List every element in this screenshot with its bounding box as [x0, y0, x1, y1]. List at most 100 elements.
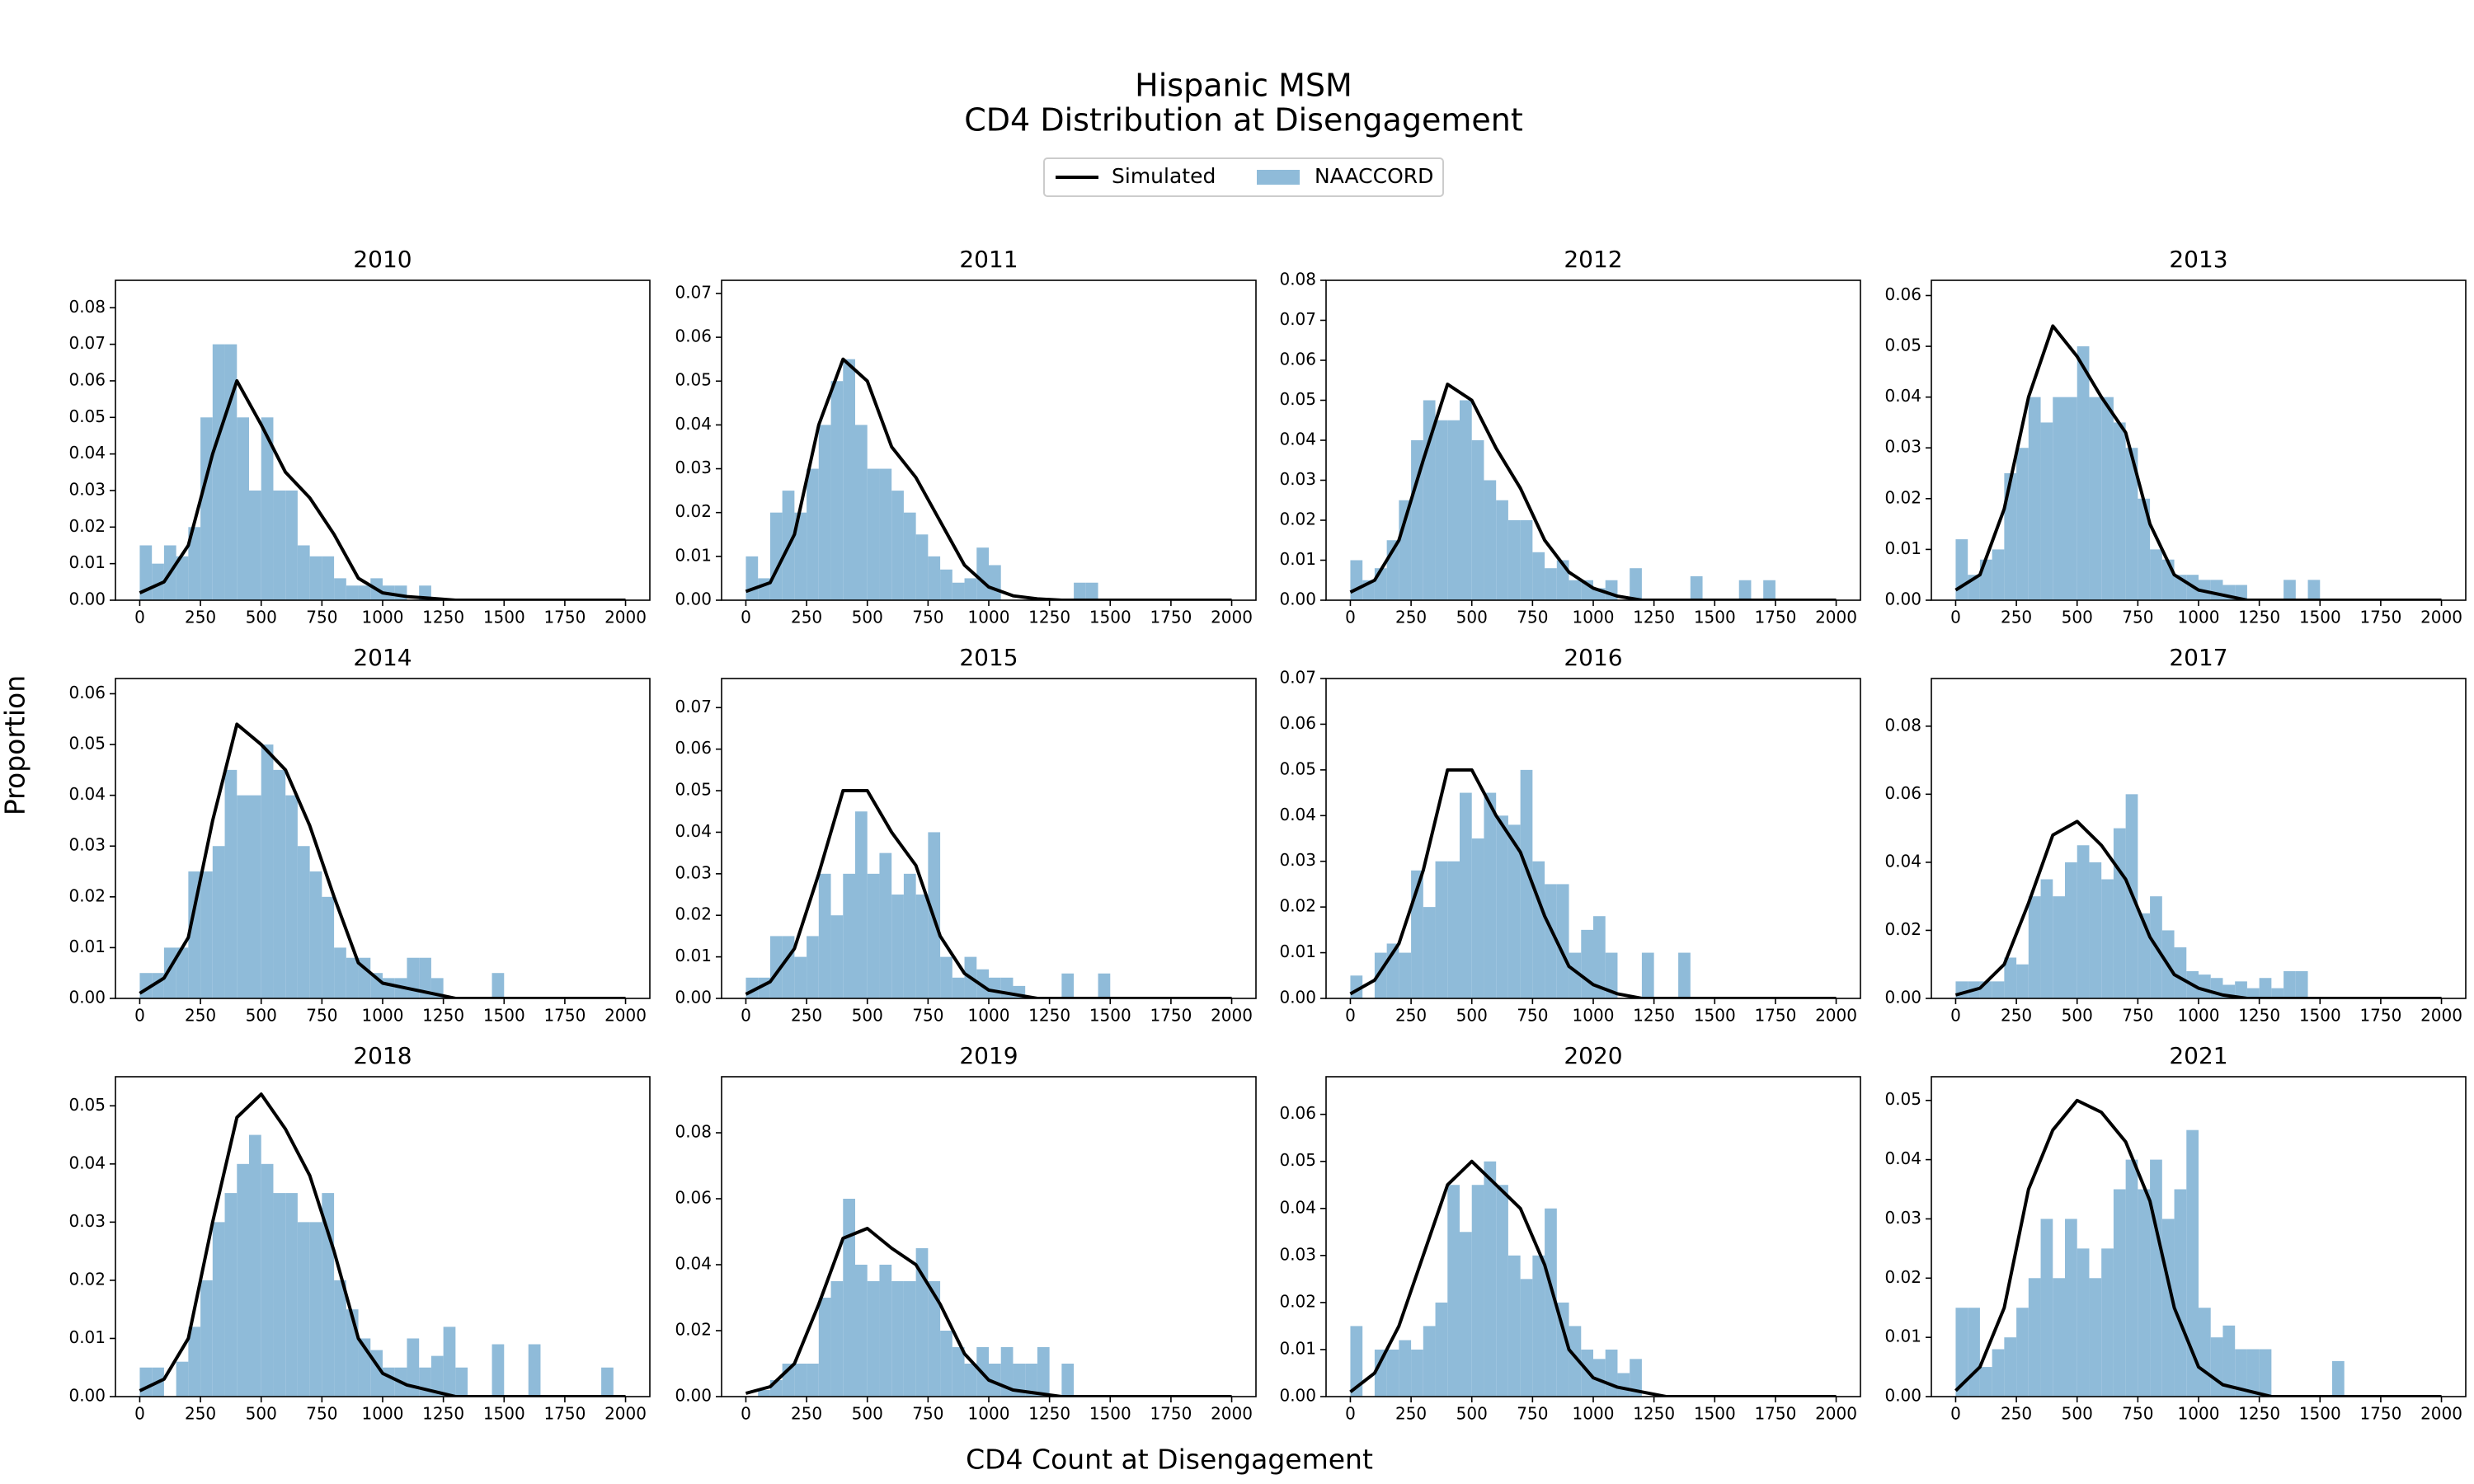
histogram-bar: [2065, 1219, 2077, 1397]
x-tick-label: 2000: [604, 1006, 647, 1026]
histogram-bar: [2053, 1278, 2065, 1397]
y-tick-label: 0.07: [1279, 309, 1316, 329]
histogram-bar: [855, 811, 868, 998]
x-tick-label: 0: [741, 1006, 751, 1026]
histogram-bar: [309, 1222, 322, 1397]
y-tick-label: 0.01: [1279, 1338, 1316, 1358]
histogram-bar: [419, 1367, 431, 1397]
y-tick-label: 0.03: [1884, 1208, 1921, 1228]
histogram-bar: [139, 545, 153, 600]
x-tick-label: 1000: [1573, 608, 1615, 627]
histogram-bar: [2186, 1129, 2199, 1397]
histogram-bar: [322, 556, 335, 600]
y-tick-label: 0.03: [68, 835, 106, 855]
legend-patch: [1257, 170, 1300, 185]
histogram-bar: [1098, 973, 1111, 998]
histogram-bar: [261, 417, 274, 600]
histogram-bar: [855, 1265, 868, 1397]
y-tick-label: 0.03: [1279, 469, 1316, 489]
y-tick-label: 0.00: [68, 589, 106, 609]
x-tick-label: 1000: [2178, 1006, 2220, 1026]
histogram-bar: [2113, 422, 2126, 600]
histogram-bar: [964, 578, 977, 600]
x-tick-label: 1000: [968, 608, 1010, 627]
y-tick-label: 0.05: [675, 370, 712, 390]
histogram-bar: [2271, 988, 2284, 998]
histogram-bar: [891, 1281, 904, 1397]
legend-label: NAACCORD: [1315, 164, 1433, 188]
y-tick-label: 0.06: [675, 738, 712, 758]
histogram-bar: [1955, 539, 1968, 600]
y-tick-label: 0.00: [1279, 589, 1316, 609]
subplot: 2010 0 250 500 750 1000 1250 1500 1750 2000 0.00 0.…: [68, 246, 651, 627]
x-tick-label: 1500: [1089, 1006, 1131, 1026]
y-tick-label: 0.02: [1279, 1291, 1316, 1311]
density-line: [1954, 819, 2442, 998]
subplot-title: 2020: [1564, 1042, 1622, 1069]
histogram-bar: [273, 769, 286, 998]
histogram-bar: [334, 947, 346, 998]
histogram-bar: [1581, 929, 1593, 998]
y-tick-label: 0.01: [1279, 549, 1316, 569]
histogram-bar: [407, 1338, 420, 1397]
histogram-bar: [903, 873, 916, 998]
histogram-bar: [601, 1367, 614, 1397]
histogram-bar: [1074, 582, 1086, 600]
histogram-bar: [2065, 862, 2077, 998]
histogram-bar: [1399, 1340, 1412, 1397]
histogram-bar: [758, 1390, 770, 1397]
histogram-bar: [334, 1280, 346, 1397]
y-tick-label: 0.05: [68, 1095, 106, 1115]
histogram-bar: [212, 846, 225, 998]
histogram-bar: [2161, 1219, 2175, 1397]
y-tick-label: 0.04: [1884, 1148, 1921, 1168]
density-line: [745, 1227, 1232, 1397]
histogram-bar: [1000, 1347, 1014, 1397]
histogram-bar: [273, 1193, 286, 1397]
histogram-bar: [867, 1281, 880, 1397]
y-tick-label: 0.04: [68, 1153, 106, 1172]
histogram-bar: [2004, 1337, 2017, 1397]
subplot-title: 2014: [353, 644, 412, 671]
histogram-bar: [309, 556, 322, 600]
x-tick-label: 750: [1517, 608, 1548, 627]
x-tick-label: 2000: [1211, 1404, 1253, 1424]
y-tick-label: 0.03: [1884, 437, 1921, 457]
histogram-bar: [2040, 1219, 2053, 1397]
y-tick-label: 0.02: [675, 904, 712, 924]
histogram-bar: [794, 512, 807, 600]
histogram-bar: [1471, 1185, 1484, 1397]
x-tick-label: 1500: [483, 1404, 525, 1424]
y-tick-label: 0.05: [1279, 1150, 1316, 1170]
histogram-bar: [1350, 1326, 1363, 1397]
histogram-bar: [212, 1222, 225, 1397]
y-tick-label: 0.06: [1279, 1103, 1316, 1123]
y-tick-label: 0.02: [68, 1269, 106, 1289]
histogram-bar: [2004, 473, 2017, 600]
histogram-bar: [928, 556, 941, 600]
x-tick-label: 1750: [1150, 608, 1192, 627]
x-tick-label: 0: [1950, 1404, 1961, 1424]
subplot: 2018 0 250 500 750 1000 1250 1500 1750 2000 0.00 0.…: [68, 1042, 651, 1424]
y-tick-label: 0.04: [675, 1254, 712, 1274]
histogram-bar: [2284, 970, 2296, 998]
histogram-bar: [1460, 792, 1472, 998]
histogram-bar: [1569, 952, 1582, 998]
histogram-bar: [176, 556, 189, 600]
histogram-bar: [200, 1280, 213, 1397]
plot-area: [1349, 1159, 1837, 1397]
x-tick-label: 1250: [422, 1006, 464, 1026]
histogram-bar: [273, 490, 286, 600]
x-tick-label: 750: [912, 608, 943, 627]
x-tick-label: 1000: [362, 1404, 404, 1424]
x-tick-label: 500: [852, 1006, 883, 1026]
x-tick-label: 2000: [1815, 608, 1857, 627]
histogram-bar: [492, 1344, 505, 1397]
y-tick-label: 0.04: [675, 414, 712, 434]
histogram-bar: [249, 490, 261, 600]
histogram-bar: [1460, 400, 1472, 600]
x-tick-label: 1500: [483, 1006, 525, 1026]
histogram-bar: [976, 969, 989, 998]
y-tick-label: 0.00: [68, 1386, 106, 1406]
y-tick-label: 0.01: [675, 545, 712, 565]
